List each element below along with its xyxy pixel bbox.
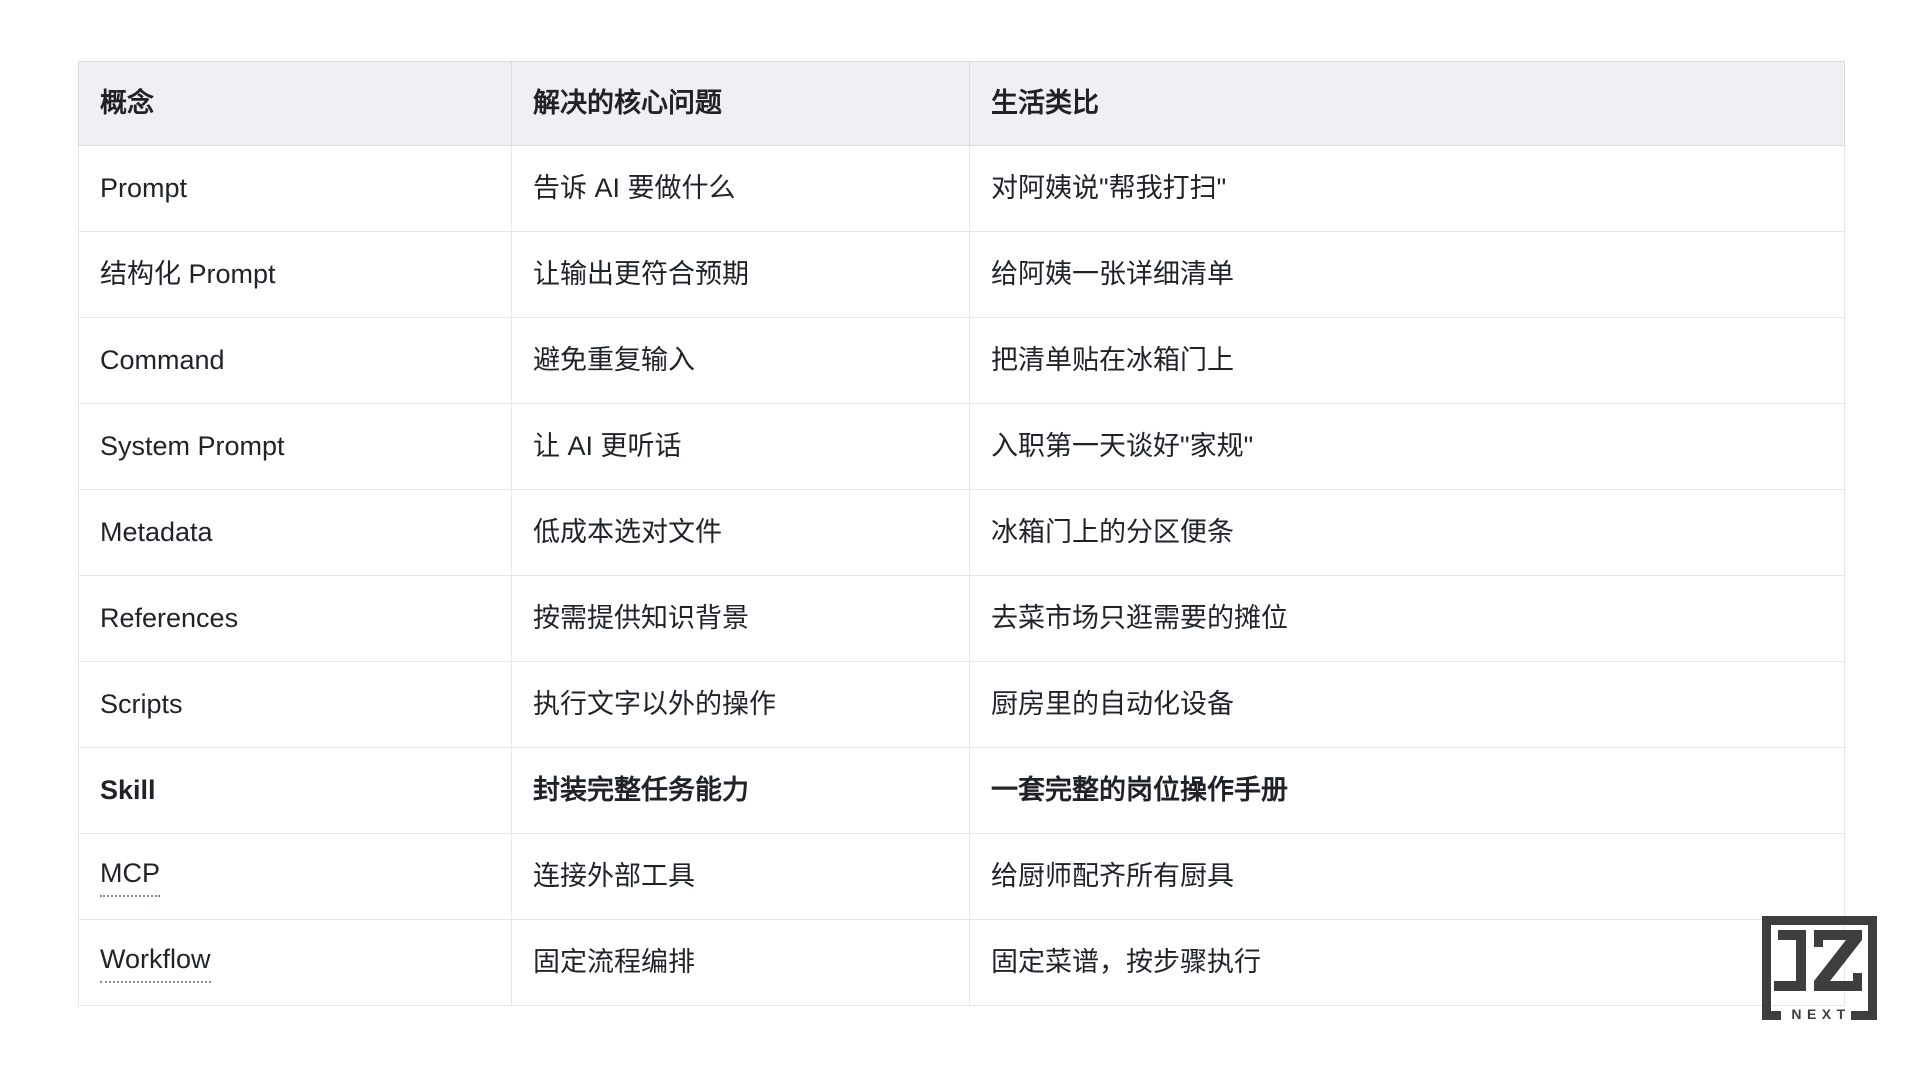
problem-label: 低成本选对文件 (533, 516, 722, 547)
concept-cell: Command (78, 317, 512, 404)
analogy-label: 厨房里的自动化设备 (991, 688, 1234, 719)
table-row: MCP 连接外部工具 给厨师配齐所有厨具 (78, 833, 1845, 920)
concept-label: System Prompt (100, 430, 285, 461)
problem-cell: 让 AI 更听话 (511, 403, 970, 490)
table-row: 结构化 Prompt 让输出更符合预期 给阿姨一张详细清单 (78, 231, 1845, 318)
logo-subtext: NEXT (1791, 1006, 1850, 1020)
table-row: References 按需提供知识背景 去菜市场只逛需要的摊位 (78, 575, 1845, 662)
concept-label: Scripts (100, 688, 183, 719)
concept-label: Prompt (100, 172, 188, 203)
analogy-cell: 给阿姨一张详细清单 (969, 231, 1845, 318)
problem-label: 固定流程编排 (533, 946, 695, 977)
problem-cell: 低成本选对文件 (511, 489, 970, 576)
table-row: Skill 封装完整任务能力 一套完整的岗位操作手册 (78, 747, 1845, 834)
column-header-problem: 解决的核心问题 (511, 61, 970, 146)
analogy-cell: 一套完整的岗位操作手册 (969, 747, 1845, 834)
table-header-row: 概念 解决的核心问题 生活类比 (78, 61, 1845, 146)
concept-cell: Workflow (78, 919, 512, 1006)
analogy-label: 给厨师配齐所有厨具 (991, 860, 1234, 891)
problem-cell: 避免重复输入 (511, 317, 970, 404)
analogy-label: 冰箱门上的分区便条 (991, 516, 1234, 547)
table-row: Metadata 低成本选对文件 冰箱门上的分区便条 (78, 489, 1845, 576)
analogy-label: 一套完整的岗位操作手册 (991, 774, 1288, 805)
problem-label: 让输出更符合预期 (533, 258, 749, 289)
problem-cell: 封装完整任务能力 (511, 747, 970, 834)
concept-label[interactable]: Workflow (100, 942, 211, 984)
problem-label: 避免重复输入 (533, 344, 695, 375)
analogy-label: 去菜市场只逛需要的摊位 (991, 602, 1288, 633)
table-row: Command 避免重复输入 把清单贴在冰箱门上 (78, 317, 1845, 404)
analogy-cell: 去菜市场只逛需要的摊位 (969, 575, 1845, 662)
analogy-cell: 给厨师配齐所有厨具 (969, 833, 1845, 920)
jz-monogram (1774, 930, 1862, 991)
analogy-label: 固定菜谱，按步骤执行 (991, 946, 1261, 977)
table-row: Workflow 固定流程编排 固定菜谱，按步骤执行 (78, 919, 1845, 1006)
problem-label: 执行文字以外的操作 (533, 688, 776, 719)
analogy-label: 把清单贴在冰箱门上 (991, 344, 1234, 375)
table-row: System Prompt 让 AI 更听话 入职第一天谈好"家规" (78, 403, 1845, 490)
analogy-cell: 对阿姨说"帮我打扫" (969, 145, 1845, 232)
problem-label: 告诉 AI 要做什么 (533, 172, 736, 203)
concept-cell: References (78, 575, 512, 662)
problem-label: 连接外部工具 (533, 860, 695, 891)
problem-cell: 让输出更符合预期 (511, 231, 970, 318)
analogy-label: 给阿姨一张详细清单 (991, 258, 1234, 289)
jz-next-logo-graphic: NEXT (1762, 916, 1877, 1020)
concept-label: 结构化 Prompt (100, 258, 276, 289)
concept-cell: Scripts (78, 661, 512, 748)
concept-label[interactable]: MCP (100, 856, 160, 898)
problem-cell: 执行文字以外的操作 (511, 661, 970, 748)
analogy-label: 入职第一天谈好"家规" (991, 430, 1254, 461)
problem-cell: 告诉 AI 要做什么 (511, 145, 970, 232)
concept-label: Metadata (100, 516, 213, 547)
concept-label: Command (100, 344, 225, 375)
problem-cell: 固定流程编排 (511, 919, 970, 1006)
problem-label: 让 AI 更听话 (533, 430, 682, 461)
analogy-cell: 冰箱门上的分区便条 (969, 489, 1845, 576)
analogy-cell: 入职第一天谈好"家规" (969, 403, 1845, 490)
jz-next-logo: NEXT (1762, 916, 1877, 1020)
concept-cell: System Prompt (78, 403, 512, 490)
concept-cell: MCP (78, 833, 512, 920)
concept-cell: Skill (78, 747, 512, 834)
concept-label: References (100, 602, 239, 633)
problem-label: 封装完整任务能力 (533, 774, 749, 805)
analogy-cell: 厨房里的自动化设备 (969, 661, 1845, 748)
problem-label: 按需提供知识背景 (533, 602, 749, 633)
column-header-analogy: 生活类比 (969, 61, 1845, 146)
table-row: Scripts 执行文字以外的操作 厨房里的自动化设备 (78, 661, 1845, 748)
column-header-concept: 概念 (78, 61, 512, 146)
problem-cell: 按需提供知识背景 (511, 575, 970, 662)
concept-cell: Prompt (78, 145, 512, 232)
problem-cell: 连接外部工具 (511, 833, 970, 920)
concept-cell: Metadata (78, 489, 512, 576)
analogy-cell: 固定菜谱，按步骤执行 (969, 919, 1845, 1006)
logo-frame (1762, 916, 1877, 1020)
concept-cell: 结构化 Prompt (78, 231, 512, 318)
table-row: Prompt 告诉 AI 要做什么 对阿姨说"帮我打扫" (78, 145, 1845, 232)
analogy-cell: 把清单贴在冰箱门上 (969, 317, 1845, 404)
analogy-label: 对阿姨说"帮我打扫" (991, 172, 1227, 203)
concept-comparison-table: 概念 解决的核心问题 生活类比 Prompt 告诉 AI 要做什么 对阿姨说"帮… (78, 61, 1845, 1006)
concept-label: Skill (100, 774, 156, 805)
